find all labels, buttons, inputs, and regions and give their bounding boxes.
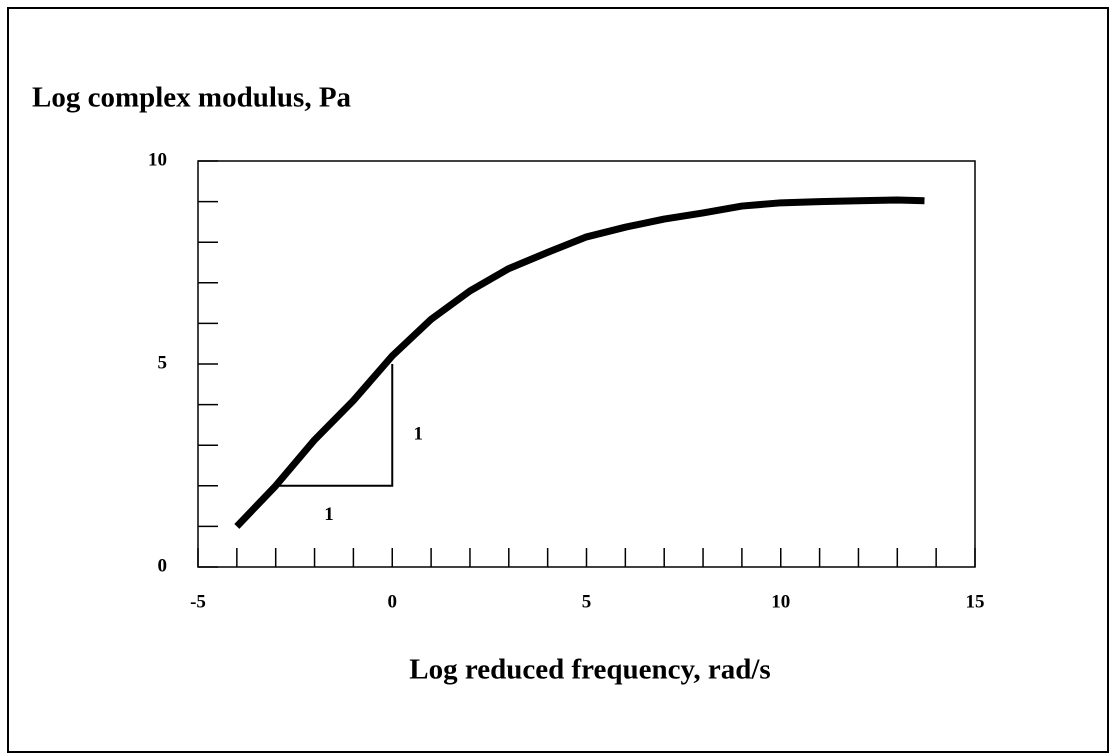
x-tick-label: 5	[582, 591, 592, 612]
plot-area	[197, 160, 976, 568]
y-axis-title: Log complex modulus, Pa	[32, 82, 352, 114]
slope-rise-label: 1	[414, 423, 424, 444]
y-tick-label: 0	[158, 555, 168, 576]
data-line	[234, 196, 925, 529]
slope-triangle	[275, 364, 394, 487]
x-tick-label: 10	[771, 591, 790, 612]
slope-run-label: 1	[324, 504, 334, 525]
frame	[7, 7, 1109, 753]
x-tick-label: 0	[388, 591, 398, 612]
y-tick-label: 5	[158, 352, 168, 373]
y-tick-label: 10	[148, 149, 167, 170]
x-tick-label: -5	[190, 591, 206, 612]
x-tick-label: 15	[966, 591, 985, 612]
x-axis-title: Log reduced frequency, rad/s	[409, 654, 770, 686]
